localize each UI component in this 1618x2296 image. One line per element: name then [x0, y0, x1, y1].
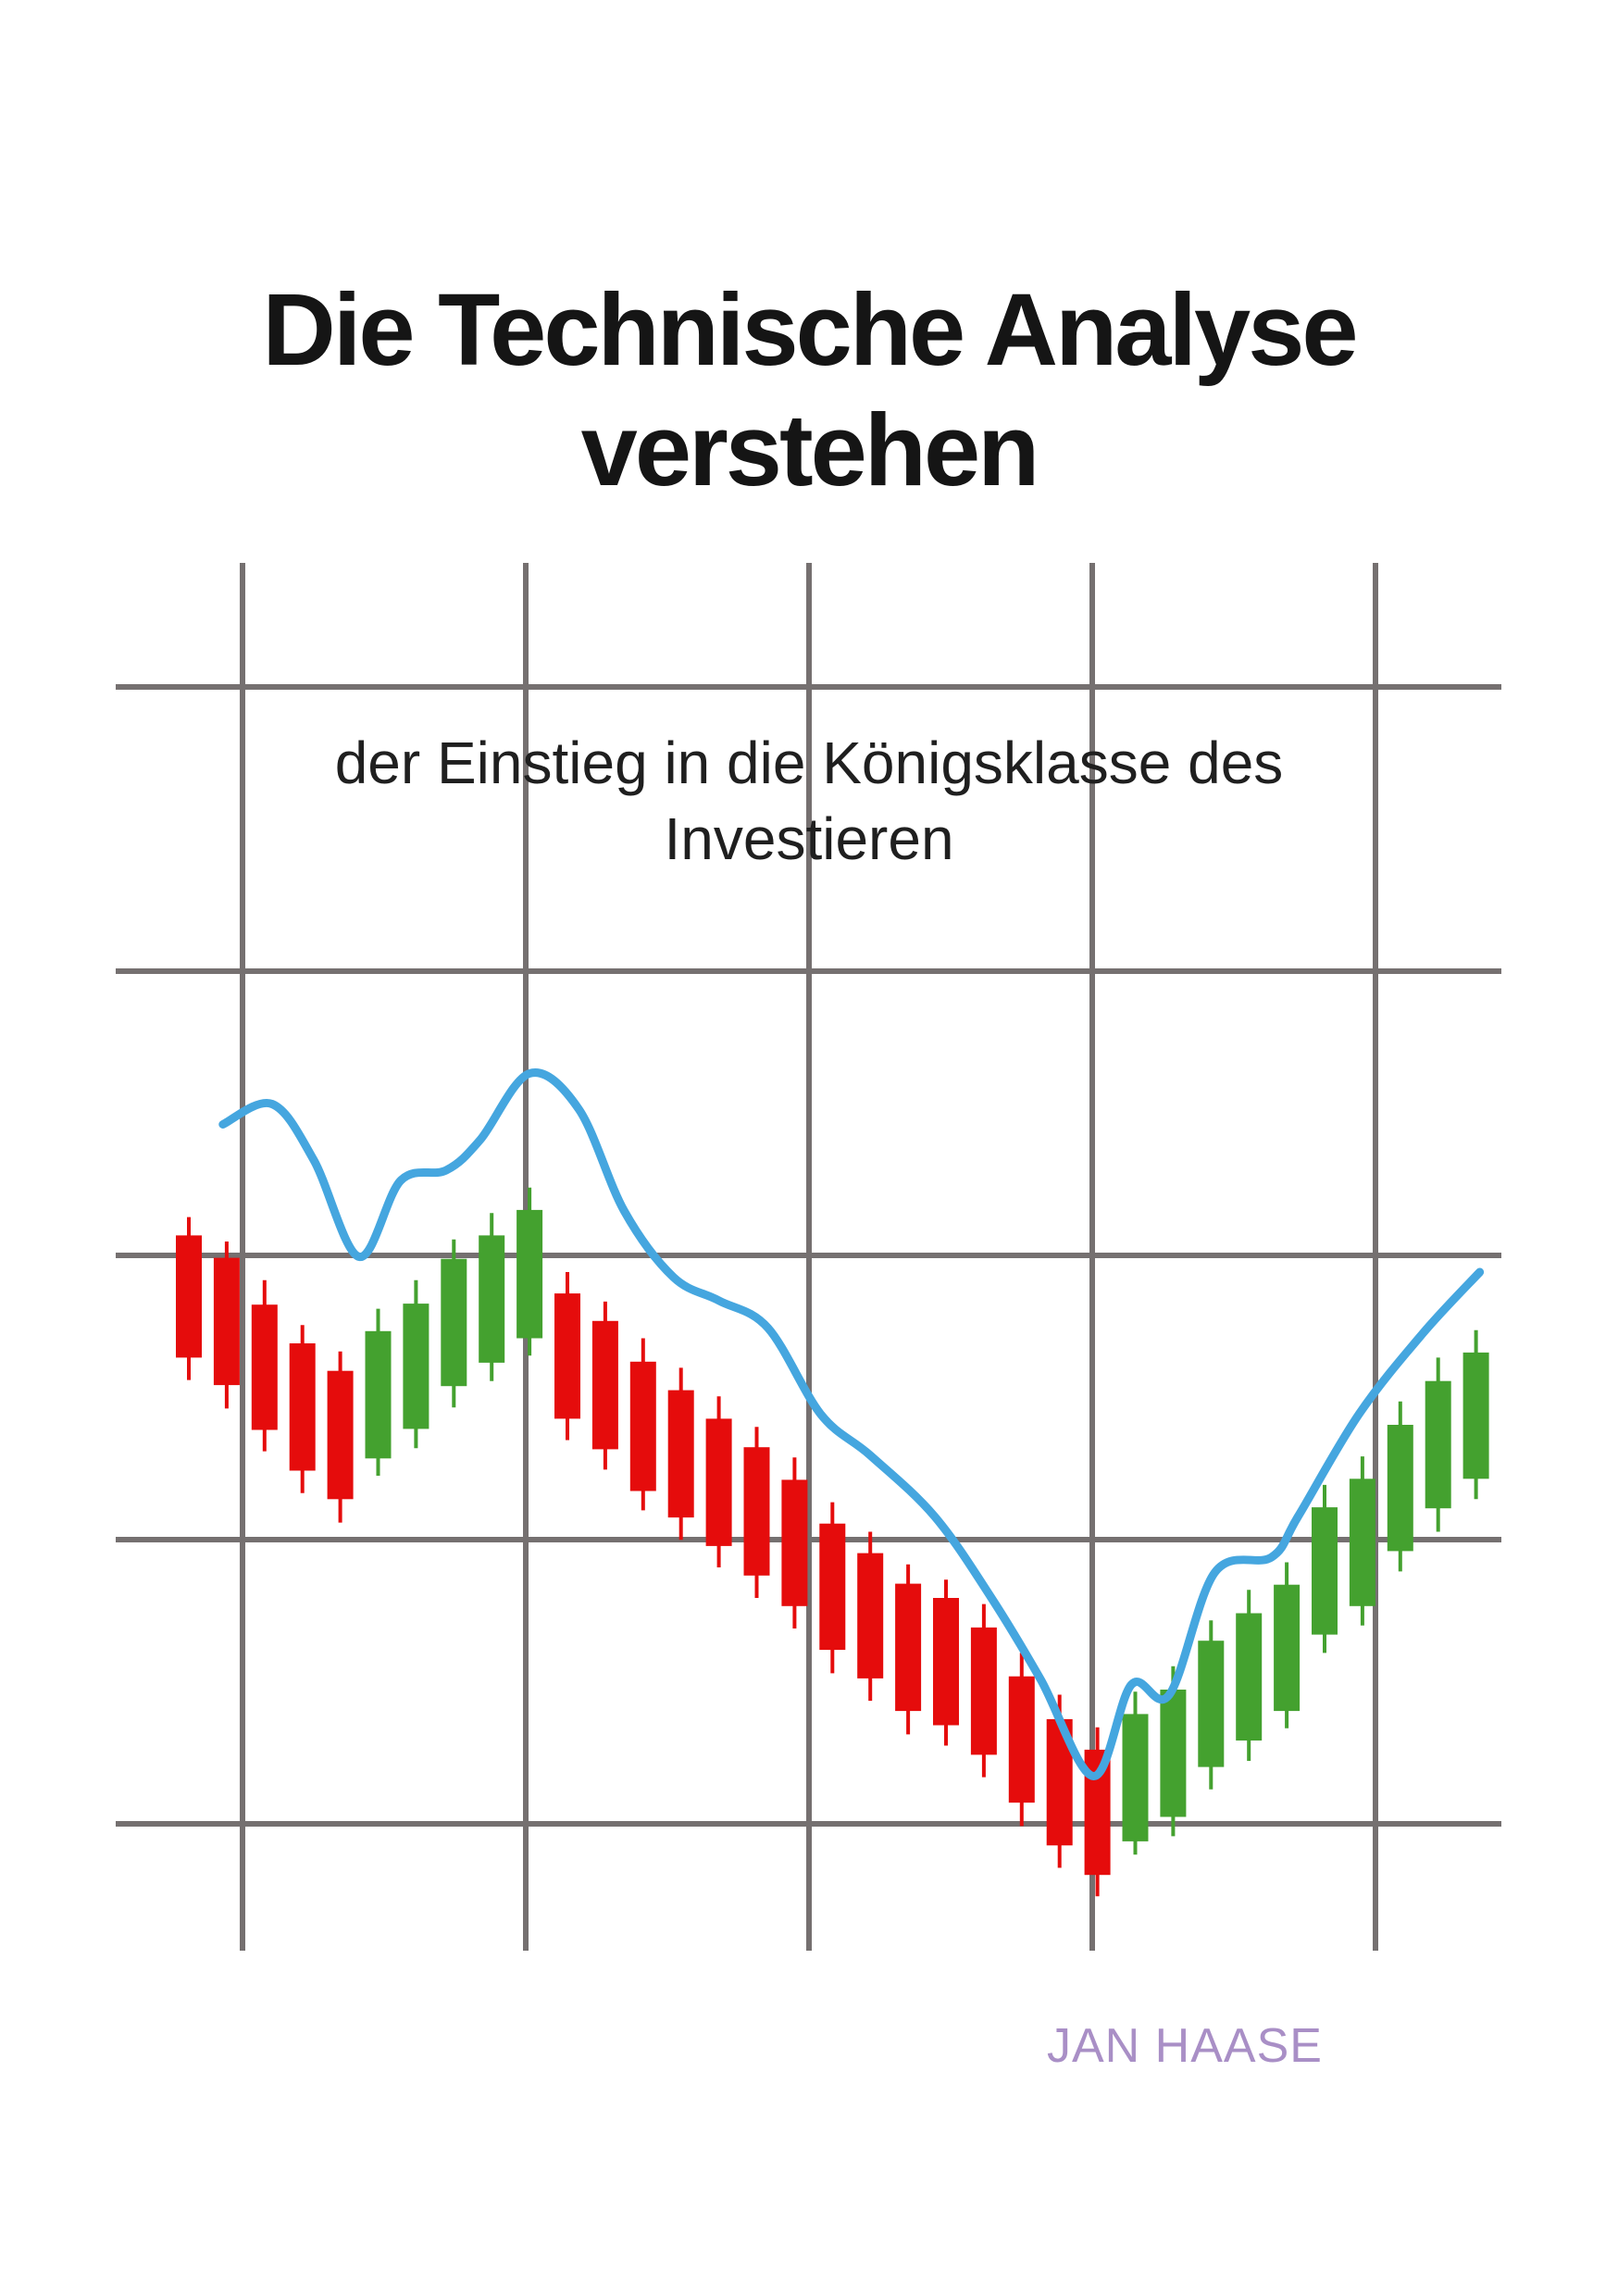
book-subtitle: der Einstieg in die Königsklasse des Inv…: [0, 725, 1618, 877]
candle-body: [365, 1330, 392, 1459]
candle-body: [1387, 1425, 1413, 1552]
candle-body: [629, 1361, 656, 1491]
candle-body: [1312, 1507, 1338, 1635]
candle-body: [743, 1447, 770, 1576]
candle-body: [667, 1390, 694, 1518]
candle-body: [1236, 1613, 1263, 1741]
candlesticks: [176, 1187, 1489, 1897]
candle-body: [781, 1479, 808, 1606]
book-title-line-2: verstehen: [580, 393, 1040, 507]
candle-body: [289, 1343, 316, 1471]
candle-body: [1008, 1676, 1035, 1803]
candle-body: [1349, 1479, 1375, 1606]
candle-body: [1160, 1690, 1187, 1817]
candle-body: [591, 1320, 618, 1450]
book-title-line-1: Die Technische Analyse: [262, 273, 1358, 387]
candle-body: [1274, 1584, 1301, 1712]
candle-body: [1462, 1352, 1489, 1479]
candle-body: [479, 1235, 505, 1363]
candle-body: [213, 1257, 240, 1386]
author-name: JAN HAASE: [1047, 2019, 1323, 2073]
candle-body: [970, 1627, 997, 1755]
candle-body: [176, 1235, 202, 1358]
candle-body: [933, 1598, 959, 1726]
candle-body: [705, 1418, 732, 1546]
candle-body: [819, 1523, 846, 1651]
chart-grid: [116, 563, 1501, 1951]
candle-body: [1425, 1380, 1451, 1509]
candle-body: [327, 1370, 354, 1500]
trend-line-group: [218, 1068, 1485, 1780]
trend-line: [218, 1068, 1485, 1780]
candle-body: [441, 1258, 467, 1387]
candle-body: [895, 1583, 922, 1712]
candle-body: [554, 1293, 580, 1419]
candle-body: [251, 1304, 278, 1430]
book-subtitle-line-1: der Einstieg in die Königsklasse des: [334, 730, 1284, 796]
candle-body: [1198, 1641, 1225, 1767]
book-subtitle-line-2: Investieren: [664, 805, 954, 872]
book-title: Die Technische Analyse verstehen: [0, 270, 1618, 511]
candle-body: [857, 1553, 884, 1678]
candle-body: [403, 1304, 429, 1429]
candle-body: [517, 1209, 543, 1339]
candle-body: [1122, 1714, 1149, 1841]
